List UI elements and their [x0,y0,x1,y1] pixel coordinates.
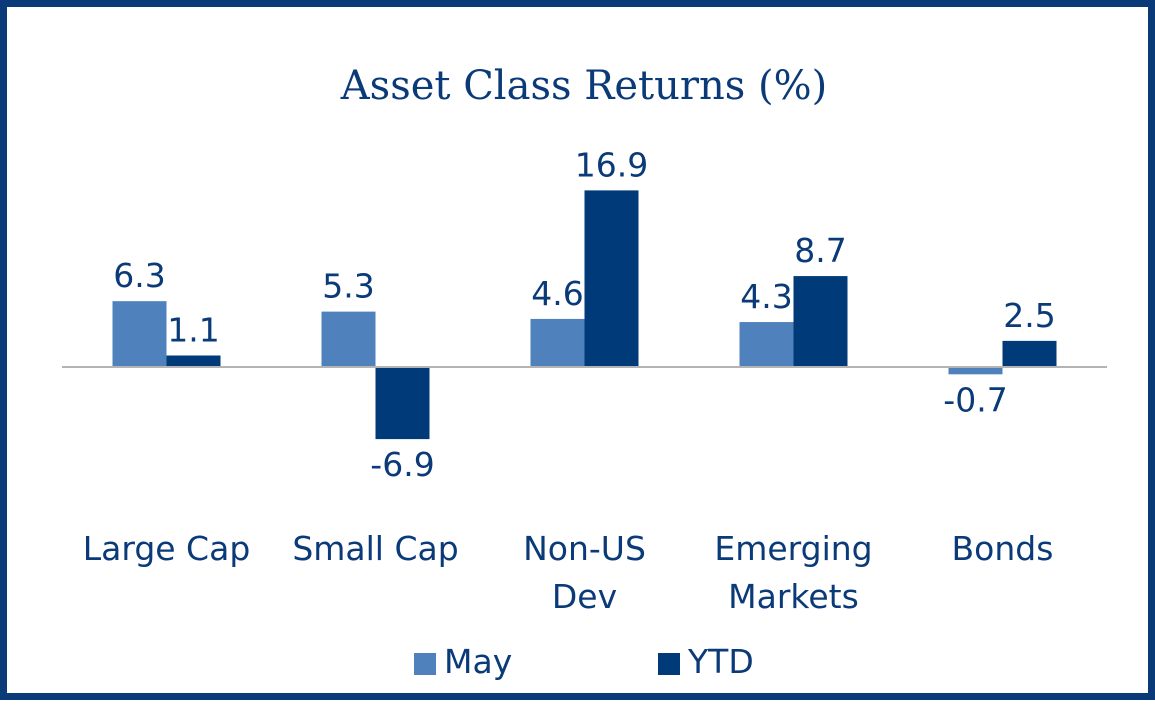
chart-title: Asset Class Returns (%) [340,63,827,109]
bar-may-4 [948,367,1003,375]
data-label-ytd-2: 16.9 [575,145,648,184]
bar-ytd-4 [1002,340,1057,367]
data-label-may-4: -0.7 [943,380,1007,419]
legend: May YTD [414,642,754,681]
legend-label-ytd: YTD [687,642,754,681]
category-label-3-line-0: Emerging [714,529,872,568]
bar-ytd-2 [584,190,639,367]
bar-may-2 [530,318,585,367]
bar-ytd-3 [793,276,848,367]
legend-swatch-ytd [658,653,680,675]
bar-may-1 [321,311,376,367]
bar-ytd-1 [375,367,430,440]
category-label-4-line-0: Bonds [952,529,1054,568]
data-label-may-0: 6.3 [113,256,165,295]
category-label-2-line-1: Dev [552,577,617,616]
data-label-ytd-0: 1.1 [167,311,219,350]
bar-may-0 [112,301,167,367]
category-label-2-line-0: Non-US [523,529,646,568]
data-label-may-1: 5.3 [322,267,374,306]
category-label-1-line-0: Small Cap [292,529,458,568]
asset-class-returns-chart: Asset Class Returns (%) 6.3 5.3 4.6 4.3 -0.7… [62,63,1107,681]
data-label-may-2: 4.6 [531,274,583,313]
legend-swatch-may [414,653,436,675]
bar-ytd-0 [166,355,221,367]
data-label-ytd-1: -6.9 [370,445,434,484]
data-label-may-3: 4.3 [740,277,792,316]
bars-layer [62,190,1107,440]
data-label-ytd-4: 2.5 [1003,296,1055,335]
category-label-3-line-1: Markets [728,577,859,616]
legend-label-may: May [444,642,512,681]
category-label-0-line-0: Large Cap [83,529,251,568]
bar-may-3 [739,322,794,367]
data-label-ytd-3: 8.7 [794,231,846,270]
labels-layer: 6.3 5.3 4.6 4.3 -0.7 1.1 -6.9 16.9 8.7 2.5 Large C… [83,145,1056,616]
